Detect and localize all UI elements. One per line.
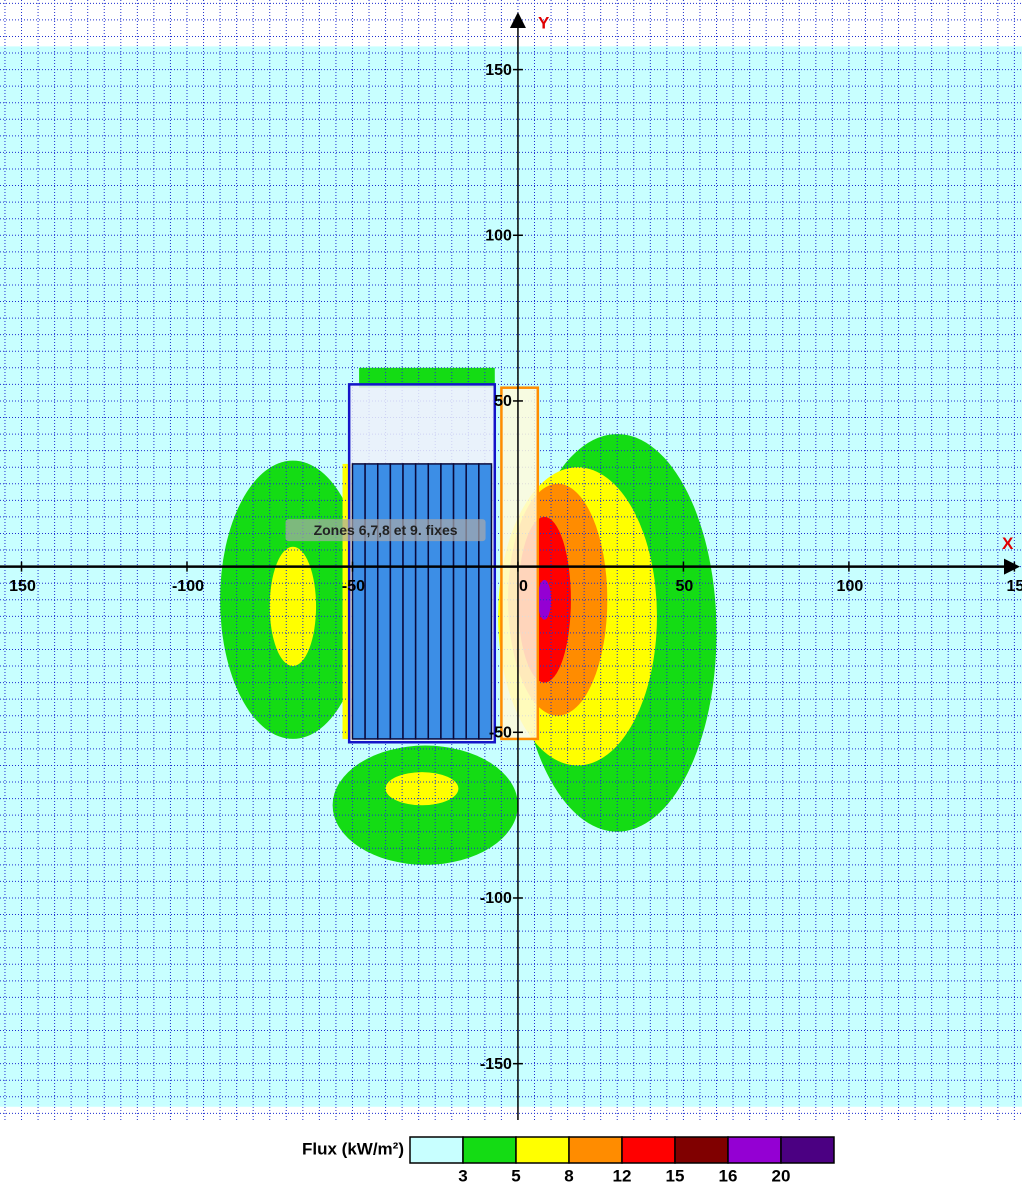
- storage-cell: [351, 463, 366, 740]
- storage-cell: [376, 463, 392, 740]
- flux-zone: [537, 579, 552, 620]
- legend-label: 3: [458, 1166, 467, 1185]
- legend-label: 12: [613, 1166, 632, 1185]
- storage-cell: [427, 463, 442, 740]
- legend-swatch: [462, 1136, 517, 1164]
- storage-cell: [478, 463, 493, 740]
- y-tick-label: 150: [485, 62, 512, 79]
- legend-label: 8: [564, 1166, 573, 1185]
- legend-swatch: [515, 1136, 570, 1164]
- legend-label: 15: [666, 1166, 685, 1185]
- storage-cell: [364, 463, 379, 740]
- legend-swatch: [674, 1136, 729, 1164]
- storage-cell: [389, 463, 404, 740]
- y-arrow: [509, 12, 526, 28]
- flux-zone: [269, 546, 317, 667]
- x-tick-label: 15: [1006, 578, 1022, 595]
- legend-swatch: [780, 1136, 835, 1164]
- x-axis-label: X: [1002, 534, 1014, 553]
- storage-cell: [414, 463, 430, 740]
- y-tick-label: 50: [494, 393, 512, 410]
- y-tick-label: 100: [485, 227, 512, 244]
- legend-label: 5: [511, 1166, 520, 1185]
- building: [500, 386, 540, 741]
- annotation-box: [285, 519, 486, 542]
- y-tick-label: -100: [480, 890, 512, 907]
- y-axis-label: Y: [538, 13, 550, 32]
- legend-swatch: [568, 1136, 623, 1164]
- x-tick-label: -50: [342, 578, 365, 595]
- storage-cell: [402, 463, 417, 740]
- annotation: Zones 6,7,8 et 9. fixes: [314, 522, 458, 538]
- legend-title: Flux (kW/m²): [302, 1139, 404, 1158]
- x-arrow: [1004, 558, 1020, 575]
- x-tick-label: 150: [9, 578, 36, 595]
- legend-label: 20: [772, 1166, 791, 1185]
- flux-zone: [385, 772, 459, 806]
- y-tick-label: -150: [480, 1056, 512, 1073]
- x-tick-label: 50: [676, 578, 694, 595]
- flux-zone: [359, 367, 495, 388]
- y-tick-label: -50: [489, 725, 512, 742]
- storage-cell: [452, 463, 467, 740]
- x-tick-label: -100: [172, 578, 204, 595]
- legend-swatch: [727, 1136, 782, 1164]
- storage-cell: [440, 463, 455, 740]
- legend-swatch: [409, 1136, 464, 1164]
- storage-cell: [465, 463, 480, 740]
- x-tick-label: 100: [837, 578, 864, 595]
- legend-swatch: [621, 1136, 676, 1164]
- legend-label: 16: [719, 1166, 738, 1185]
- x-tick-label: 0: [519, 578, 528, 595]
- flux-zone: [332, 745, 518, 865]
